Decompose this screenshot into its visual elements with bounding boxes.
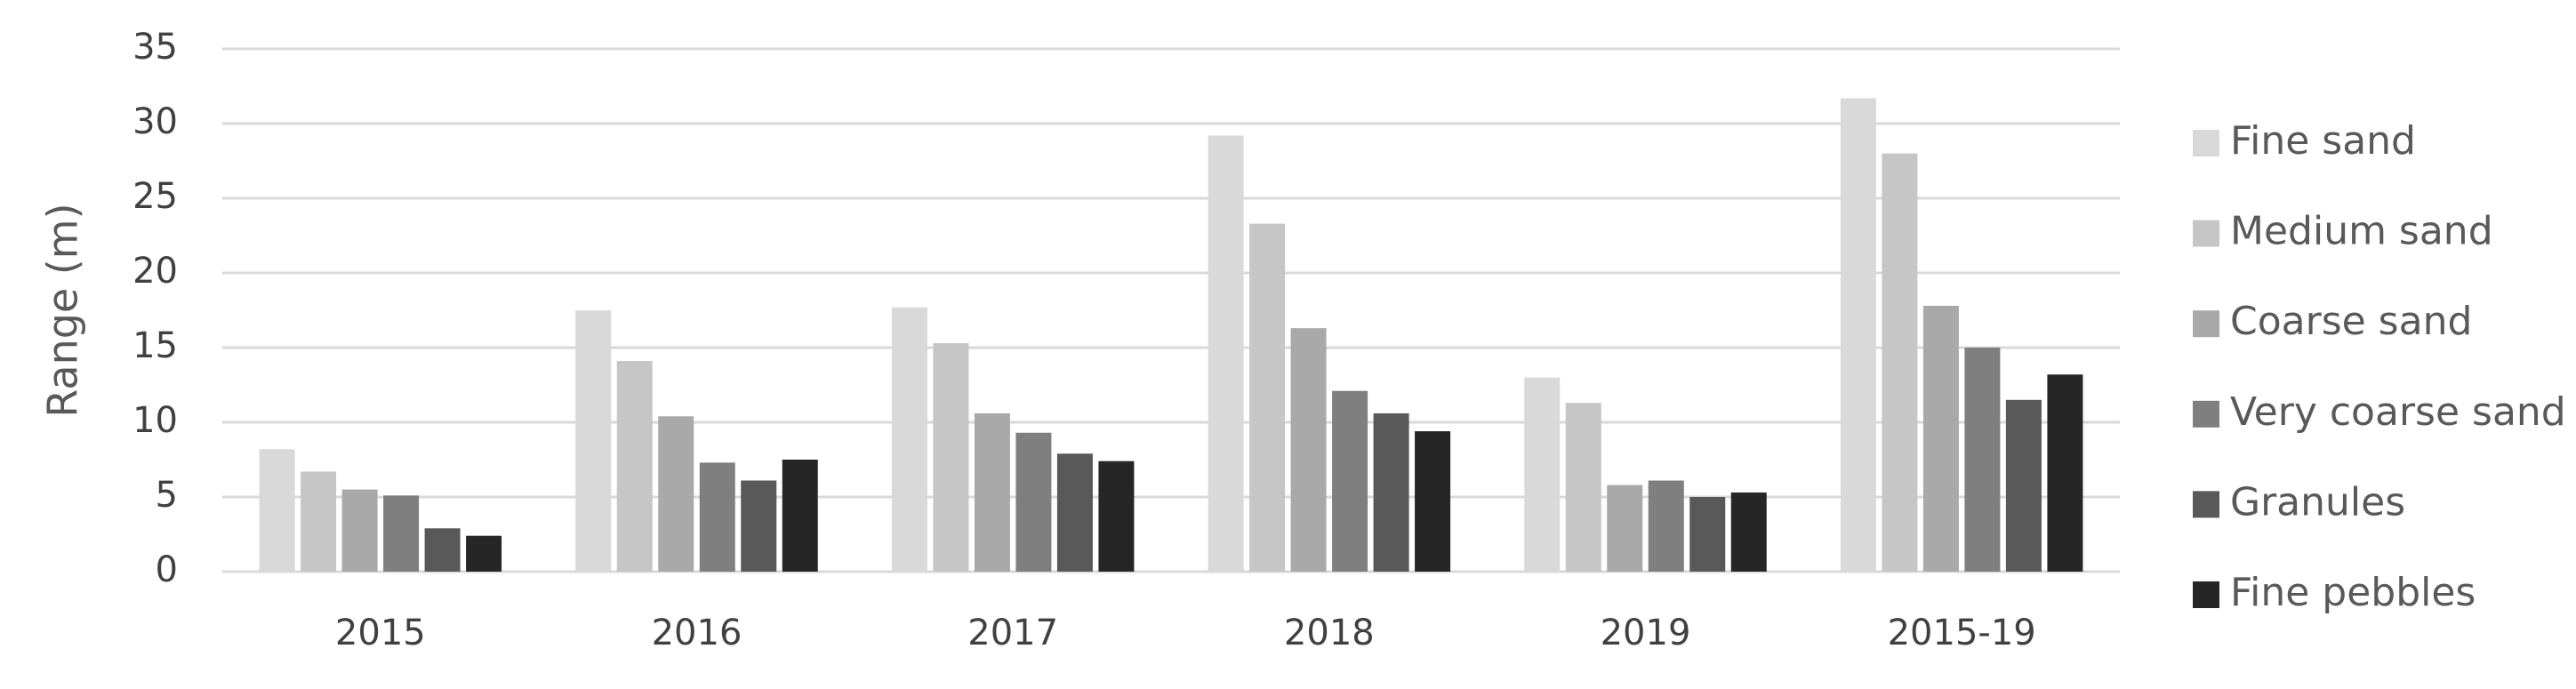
bar xyxy=(341,489,378,572)
x-tick-label: 2018 xyxy=(1284,613,1375,653)
legend-swatch xyxy=(2193,130,2219,156)
bar xyxy=(616,361,653,572)
y-tick-label: 30 xyxy=(132,101,178,142)
bar xyxy=(741,480,777,572)
legend-swatch xyxy=(2193,491,2219,518)
bar xyxy=(1648,480,1684,572)
legend-label: Fine pebbles xyxy=(2230,570,2476,615)
x-tick-label: 2017 xyxy=(967,613,1058,653)
bar xyxy=(466,535,502,572)
bar xyxy=(2005,399,2042,572)
bar xyxy=(1607,485,1643,572)
y-tick-label: 20 xyxy=(132,251,178,292)
legend-swatch xyxy=(2193,310,2219,338)
bar xyxy=(1249,223,1286,572)
legend-label: Coarse sand xyxy=(2230,299,2472,344)
bar xyxy=(1415,431,1451,572)
y-axis-label: Range (m) xyxy=(39,203,87,417)
bar xyxy=(658,416,694,572)
bar xyxy=(1922,305,1959,572)
bar xyxy=(1208,135,1244,572)
bar xyxy=(1840,98,1876,572)
legend-swatch xyxy=(2193,400,2219,428)
bar xyxy=(974,413,1010,572)
bar xyxy=(1565,403,1601,572)
legend-label: Fine sand xyxy=(2230,118,2416,164)
legend-swatch xyxy=(2193,220,2219,247)
bar xyxy=(1964,348,2001,572)
x-tick-label: 2016 xyxy=(652,613,742,653)
bar xyxy=(1015,432,1052,572)
legend-label: Very coarse sand xyxy=(2230,389,2566,435)
x-tick-label: 2015 xyxy=(335,613,426,653)
bar xyxy=(1290,328,1327,572)
y-tick-label: 10 xyxy=(132,400,178,441)
bar xyxy=(1373,413,1409,572)
bar xyxy=(259,449,295,572)
legend-swatch xyxy=(2193,581,2219,608)
bar xyxy=(1056,453,1093,572)
bar xyxy=(891,307,927,572)
y-tick-label: 5 xyxy=(156,475,178,516)
bar xyxy=(782,460,818,572)
bar xyxy=(575,310,612,572)
bar xyxy=(1689,497,1726,572)
y-tick-label: 25 xyxy=(132,176,178,217)
x-tick-label: 2015-19 xyxy=(1888,613,2036,653)
bar xyxy=(1730,492,1767,572)
bar xyxy=(933,342,969,572)
bar xyxy=(424,528,461,572)
legend-label: Medium sand xyxy=(2230,209,2493,254)
bar xyxy=(1332,390,1368,572)
bar xyxy=(383,495,420,572)
bar xyxy=(1524,377,1561,572)
bar xyxy=(699,462,735,572)
bar xyxy=(1882,153,1918,572)
bar xyxy=(301,471,337,572)
y-tick-label: 15 xyxy=(132,325,178,366)
legend-label: Granules xyxy=(2230,479,2405,525)
y-tick-label: 0 xyxy=(156,549,178,590)
x-tick-label: 2019 xyxy=(1601,613,1691,653)
bar xyxy=(2047,374,2083,572)
y-tick-label: 35 xyxy=(132,27,178,68)
bar xyxy=(1098,461,1135,572)
